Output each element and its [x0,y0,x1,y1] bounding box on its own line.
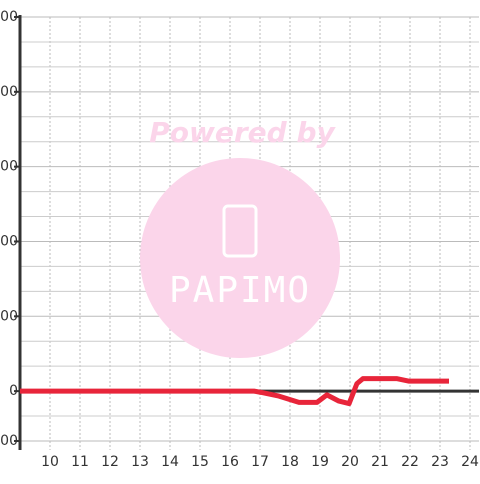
x-tick-label: 13 [131,454,149,470]
x-tick-label: 18 [281,454,299,470]
y-tick-label: 0 [9,383,18,399]
x-tick-label: 21 [371,454,389,470]
x-tick-label: 10 [41,454,59,470]
y-tick-label: 90,000 [0,159,18,175]
watermark-icon [222,204,258,258]
watermark-text: Powered by [149,116,336,149]
x-tick-label: 20 [341,454,359,470]
x-tick-label: 16 [221,454,239,470]
x-tick-label: 17 [251,454,269,470]
x-tick-label: 22 [401,454,419,470]
x-tick-label: 19 [311,454,329,470]
y-tick-label: 30,000 [0,308,18,324]
x-tick-label: 14 [161,454,179,470]
y-tick-label: 150,000 [0,9,18,25]
watermark-logo: PAPIMO [169,270,311,311]
data-line [20,376,449,407]
x-tick-label: 15 [191,454,209,470]
y-tick-label: 60,000 [0,233,18,249]
y-tick-label: -20,000 [0,433,18,449]
watermark-circle [140,158,340,358]
x-tick-label: 23 [431,454,449,470]
y-tick-label: 120,000 [0,84,18,100]
x-tick-label: 24 [461,454,479,470]
x-tick-label: 11 [71,454,89,470]
x-tick-label: 12 [101,454,119,470]
